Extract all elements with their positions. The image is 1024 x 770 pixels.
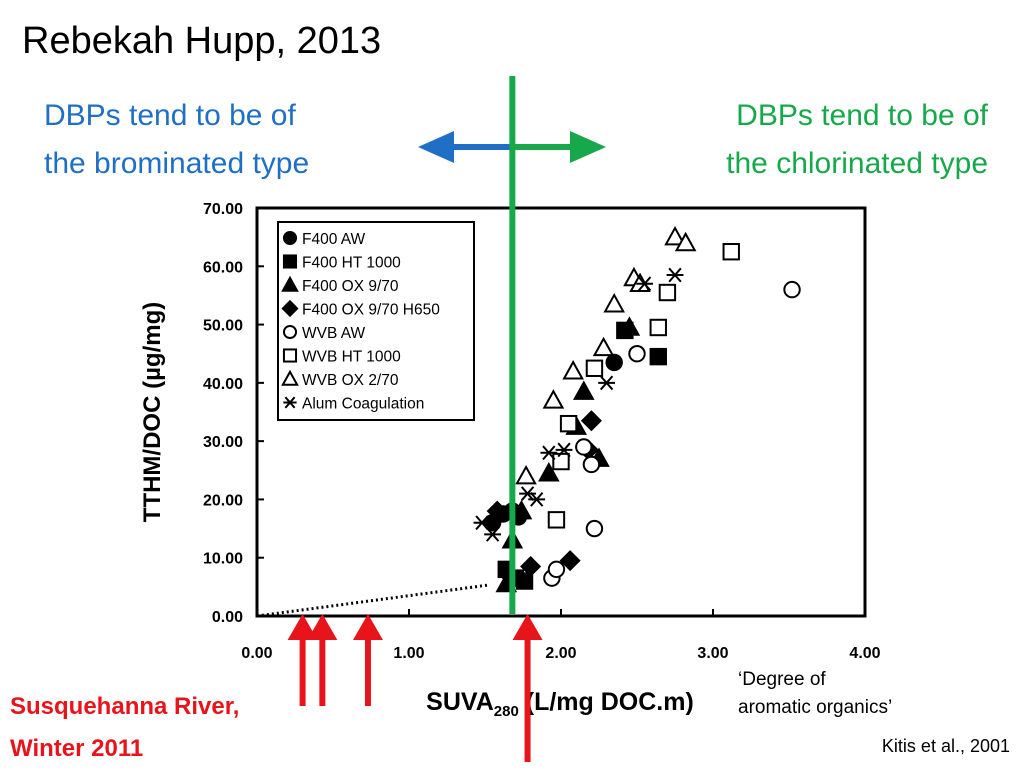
legend-marker [282, 254, 298, 269]
data-point [605, 353, 623, 372]
data-point [783, 280, 801, 299]
data-point [658, 283, 677, 302]
data-point [573, 380, 595, 400]
data-point [628, 345, 646, 363]
legend-marker [283, 396, 297, 409]
data-point [674, 231, 697, 252]
y-tick-label: 30.00 [203, 434, 243, 451]
y-tick-label: 70.00 [203, 201, 243, 218]
river-note-line-2: Winter 2011 [10, 735, 144, 762]
legend-marker [281, 299, 299, 318]
legend-label: F400 HT 1000 [302, 255, 401, 272]
data-point [664, 225, 686, 246]
y-tick-label: 10.00 [203, 551, 243, 568]
data-point [562, 360, 584, 380]
legend-marker [281, 275, 299, 292]
river-arrow-head [512, 614, 543, 640]
legend-label: WVB HT 1000 [302, 349, 401, 366]
aromatic-note-line-2: aromatic organics’ [738, 697, 893, 718]
series-wvb-aw [543, 280, 801, 587]
series-alum-coagulation [473, 267, 684, 542]
river-note-line-1: Susquehanna River, [10, 693, 240, 720]
data-point [547, 511, 566, 529]
data-point [552, 452, 570, 471]
data-point [666, 267, 684, 283]
series-wvb-ht-1000 [547, 243, 740, 529]
data-point [722, 243, 740, 261]
data-point [540, 445, 558, 461]
data-point [582, 455, 601, 474]
data-point [519, 486, 536, 501]
citation: Kitis et al., 2001 [881, 736, 1010, 756]
data-point [484, 527, 501, 542]
legend-marker [282, 348, 298, 363]
legend-label: F400 OX 9/70 [302, 278, 399, 295]
data-point [491, 506, 509, 522]
data-point [559, 550, 581, 572]
x-tick-label: 0.00 [241, 645, 272, 662]
left-arrow-head [418, 131, 454, 163]
x-axis-label: SUVA280 (L/mg DOC.m) [426, 688, 694, 720]
data-point [649, 347, 667, 366]
data-point [538, 462, 560, 482]
slide-title: Rebekah Hupp, 2013 [22, 20, 382, 62]
x-tick-label: 1.00 [393, 645, 424, 662]
legend-label: WVB AW [302, 325, 366, 342]
data-point [636, 276, 653, 292]
data-point [575, 438, 593, 456]
legend-label: WVB OX 2/70 [302, 372, 399, 389]
x-tick-label: 2.00 [545, 645, 576, 662]
brominated-note-line-1: DBPs tend to be of [44, 99, 296, 132]
data-point [585, 359, 604, 377]
data-point [592, 336, 615, 357]
data-point [559, 414, 578, 433]
y-tick-label: 0.00 [212, 609, 243, 626]
legend-box [277, 221, 475, 421]
data-point [473, 515, 491, 531]
aromatic-note-line-1: ‘Degree of [738, 669, 826, 690]
series-f400-ht-1000 [497, 321, 667, 590]
data-point [649, 318, 667, 337]
brominated-note: DBPs tend to be of the brominated type [44, 92, 309, 188]
data-point [520, 555, 542, 577]
series-wvb-ox-2-70 [515, 225, 697, 485]
data-point [580, 410, 602, 432]
aromatic-note: ‘Degree of aromatic organics’ [738, 666, 892, 722]
data-point [542, 389, 565, 409]
data-point [618, 316, 641, 336]
legend-label: F400 OX 9/70 H650 [302, 302, 440, 319]
legend-marker [281, 369, 299, 386]
river-note: Susquehanna River, Winter 2011 [10, 686, 239, 770]
x-tick-label: 4.00 [849, 645, 880, 662]
y-axis-label: TTHM/DOC (µg/mg) [139, 302, 166, 522]
data-point [515, 464, 537, 485]
chlorinated-note: DBPs tend to be of the chlorinated type [726, 92, 988, 188]
river-arrow-head [352, 614, 383, 640]
brominated-note-line-2: the brominated type [44, 147, 310, 180]
data-point [510, 499, 533, 520]
river-arrow-head [287, 614, 318, 640]
legend-label: F400 AW [302, 231, 366, 248]
x-tick-label: 3.00 [697, 645, 728, 662]
chlorinated-note-line-1: DBPs tend to be of [736, 99, 988, 132]
legend-label: Alum Coagulation [302, 396, 424, 413]
legend-marker [282, 324, 298, 340]
y-tick-label: 60.00 [203, 259, 243, 276]
legend-marker [282, 230, 298, 246]
data-point [528, 492, 546, 507]
river-arrow-head [307, 614, 338, 640]
series-f400-aw [483, 353, 623, 532]
data-point [603, 293, 625, 313]
data-point [547, 560, 566, 579]
data-point [555, 442, 573, 458]
right-arrow-head [570, 131, 606, 163]
y-tick-label: 50.00 [203, 318, 243, 335]
chlorinated-note-line-2: the chlorinated type [726, 147, 988, 180]
trend-line [256, 583, 489, 618]
data-point [598, 375, 615, 391]
y-tick-label: 20.00 [203, 492, 243, 509]
data-point [585, 519, 604, 538]
y-tick-label: 40.00 [203, 376, 243, 393]
